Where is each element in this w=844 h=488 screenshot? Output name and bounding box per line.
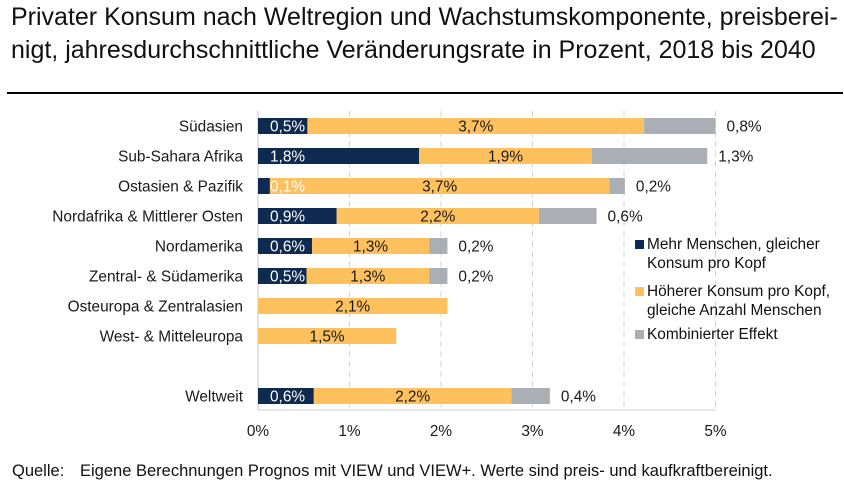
category-label: Zentral- & Südamerika <box>89 269 243 286</box>
data-label-combined: 1,3% <box>718 149 753 166</box>
data-label-population: 1,8% <box>270 149 305 166</box>
data-label-population: 0,6% <box>270 389 305 406</box>
x-tick-label: 4% <box>613 423 636 440</box>
data-label-combined: 0,2% <box>458 239 493 256</box>
data-label-per-capita: 2,1% <box>335 299 370 316</box>
bar-row: Zentral- & Südamerika 0,5% 1,3% 0,2% <box>89 268 494 286</box>
chart-title-line-2: nigt, jahresdurchschnittliche Veränderun… <box>11 36 816 64</box>
category-label: Osteuropa & Zentralasien <box>68 299 243 316</box>
data-label-combined: 0,2% <box>636 179 671 196</box>
data-label-combined: 0,2% <box>458 269 493 286</box>
bar-row: Osteuropa & Zentralasien 2,1% <box>68 298 448 316</box>
x-axis-ticks: 0% 1% 2% 3% 4% 5% <box>247 423 727 440</box>
legend-label: Kombinierter Effekt <box>647 326 778 343</box>
bar-segment-combined <box>609 178 625 194</box>
category-label: Ostasien & Pazifik <box>118 179 243 196</box>
bar-segment-per-capita <box>419 148 592 164</box>
bar-row: Nordamerika 0,6% 1,3% 0,2% <box>155 238 494 256</box>
source-note: Quelle: Eigene Berechnungen Prognos mit … <box>0 461 844 481</box>
legend-label: Mehr Menschen, gleicher <box>647 236 820 253</box>
data-label-per-capita: 1,3% <box>350 269 385 286</box>
data-label-combined: 0,4% <box>561 389 596 406</box>
x-tick-label: 0% <box>247 423 270 440</box>
bar-segment-population <box>258 118 308 134</box>
x-tick-label: 5% <box>704 423 727 440</box>
bar-segment-combined <box>538 208 597 224</box>
data-label-per-capita: 1,9% <box>488 149 523 166</box>
category-label: West- & Mitteleuropa <box>100 329 244 346</box>
data-label-population: 0,9% <box>270 209 305 226</box>
x-tick-label: 2% <box>430 423 453 440</box>
data-label-combined: 0,8% <box>727 119 762 136</box>
data-label-per-capita: 1,5% <box>310 329 345 346</box>
source-label: Quelle: <box>12 462 65 480</box>
category-label: Nordafrika & Mittlerer Osten <box>52 209 243 226</box>
chart-title-line-1: Privater Konsum nach Weltregion und Wach… <box>11 3 838 31</box>
data-label-population: 0,5% <box>270 119 305 136</box>
source-text: Eigene Berechnungen Prognos mit VIEW und… <box>80 462 773 480</box>
category-label: Sub-Sahara Afrika <box>118 149 243 166</box>
bar-segment-population <box>258 268 307 284</box>
x-tick-label: 3% <box>521 423 544 440</box>
legend-swatch-orange <box>635 287 644 296</box>
legend-label: Höherer Konsum pro Kopf, <box>647 283 831 300</box>
bar-segment-population <box>258 208 337 224</box>
bar-row: West- & Mitteleuropa 1,5% <box>100 328 397 346</box>
x-tick-label: 1% <box>338 423 361 440</box>
category-label: Nordamerika <box>155 239 244 256</box>
bar-segment-combined <box>511 388 550 404</box>
category-label: Südasien <box>179 119 243 136</box>
bar-segment-population <box>258 148 420 164</box>
bar-segment-population <box>258 388 314 404</box>
bar-segment-per-capita <box>258 328 397 344</box>
bar-row: Ostasien & Pazifik 0,1% 3,7% 0,2% <box>118 178 671 196</box>
bar-segment-per-capita <box>307 118 645 134</box>
bar-row: Sub-Sahara Afrika 1,8% 1,9% 1,3% <box>118 148 754 166</box>
legend-swatch-gray <box>635 330 644 339</box>
bar-segment-per-capita <box>306 268 430 284</box>
legend-swatch-navy <box>635 240 644 249</box>
data-label-per-capita: 2,2% <box>420 209 455 226</box>
bar-segment-combined <box>429 238 448 254</box>
title-divider <box>7 92 843 94</box>
data-label-population: 0,1% <box>270 179 305 196</box>
bar-segment-per-capita <box>258 298 448 314</box>
bar-row: Südasien 0,5% 3,7% 0,8% <box>179 118 762 136</box>
bar-segment-combined <box>429 268 448 284</box>
bar-segment-population <box>258 238 312 254</box>
data-label-population: 0,6% <box>270 239 305 256</box>
data-label-per-capita: 3,7% <box>458 119 493 136</box>
data-label-combined: 0,6% <box>608 209 643 226</box>
bar-segment-per-capita <box>313 388 512 404</box>
data-label-per-capita: 3,7% <box>422 179 457 196</box>
bar-row: Weltweit 0,6% 2,2% 0,4% <box>185 388 596 406</box>
data-label-population: 0,5% <box>270 269 305 286</box>
legend-label: Konsum pro Kopf <box>647 255 766 272</box>
bar-segment-per-capita <box>311 238 430 254</box>
chart-title: Privater Konsum nach Weltregion und Wach… <box>11 1 838 67</box>
legend-label: gleiche Anzahl Menschen <box>647 302 822 319</box>
data-label-per-capita: 2,2% <box>395 389 430 406</box>
data-label-per-capita: 1,3% <box>353 239 388 256</box>
bar-segment-per-capita <box>269 178 610 194</box>
bar-row: Nordafrika & Mittlerer Osten 0,9% 2,2% 0,6% <box>52 208 643 226</box>
bar-segment-population <box>258 178 270 194</box>
bar-segment-combined <box>591 148 708 164</box>
category-label: Weltweit <box>185 389 244 406</box>
bar-segment-per-capita <box>336 208 539 224</box>
bar-segment-combined <box>644 118 716 134</box>
